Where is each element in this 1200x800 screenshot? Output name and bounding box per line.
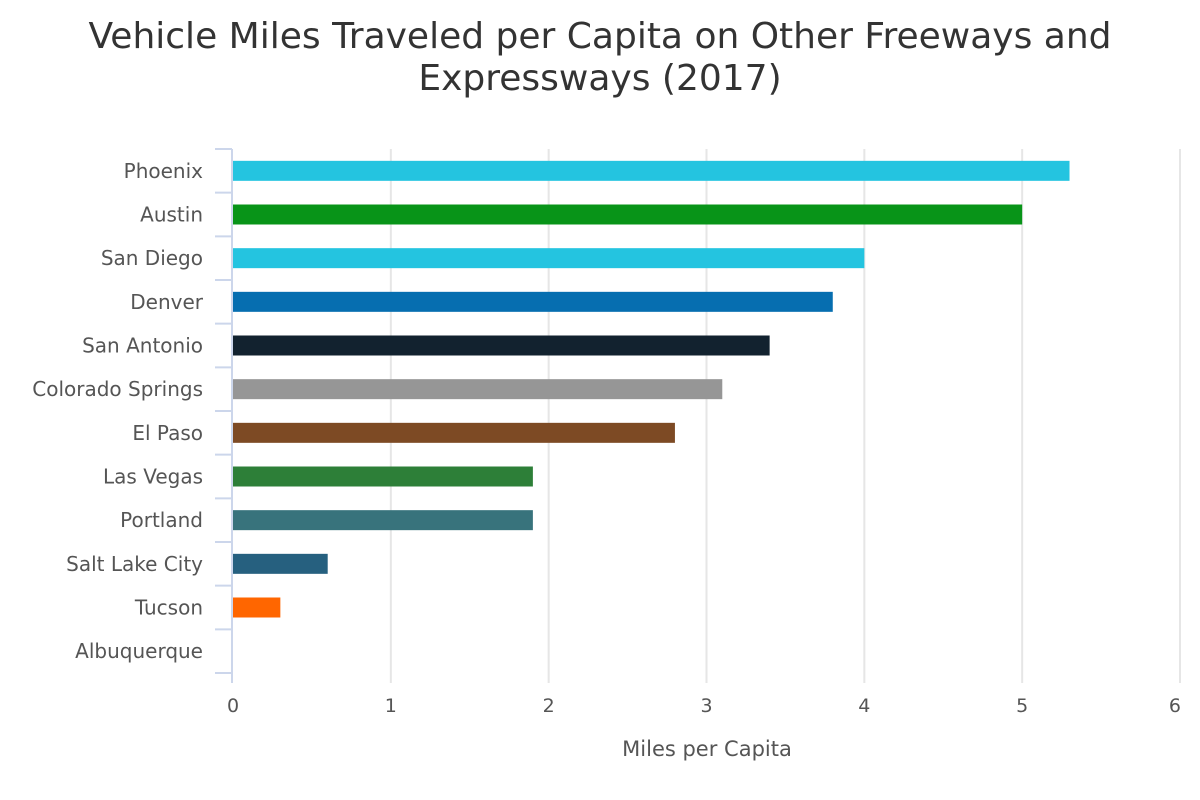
bar-san-antonio[interactable] bbox=[233, 335, 770, 356]
chart-title: Vehicle Miles Traveled per Capita on Oth… bbox=[88, 16, 1111, 99]
category-labels: Phoenix Austin San Diego Denver San Antonio C… bbox=[32, 159, 204, 663]
bar-colorado-springs[interactable] bbox=[233, 379, 723, 400]
bar-portland[interactable] bbox=[233, 510, 533, 531]
bar-san-diego[interactable] bbox=[233, 248, 865, 269]
category-label: Salt Lake City bbox=[66, 552, 203, 576]
x-tick-label: 5 bbox=[1016, 695, 1028, 717]
category-label: San Diego bbox=[101, 246, 203, 270]
bar-el-paso[interactable] bbox=[233, 422, 675, 443]
bar-las-vegas[interactable] bbox=[233, 466, 533, 487]
x-tick-label: 4 bbox=[858, 695, 870, 717]
x-tick-label: 3 bbox=[700, 695, 712, 717]
bar-phoenix[interactable] bbox=[233, 160, 1070, 181]
chart-title-line-2: Expressways (2017) bbox=[418, 58, 781, 99]
bar-salt-lake-city[interactable] bbox=[233, 553, 328, 574]
x-tick-label: 0 bbox=[227, 695, 239, 717]
category-label: Las Vegas bbox=[103, 465, 203, 489]
x-axis-title: Miles per Capita bbox=[622, 737, 792, 761]
category-label: Austin bbox=[140, 203, 203, 227]
category-label: Phoenix bbox=[124, 159, 204, 183]
bar-tucson[interactable] bbox=[233, 597, 281, 618]
bars bbox=[233, 160, 1070, 618]
grid-lines bbox=[389, 149, 1181, 683]
x-tick-label: 2 bbox=[543, 695, 555, 717]
category-label: Colorado Springs bbox=[32, 377, 203, 401]
x-tick-label: 1 bbox=[385, 695, 397, 717]
category-label: San Antonio bbox=[82, 334, 203, 358]
category-label: Albuquerque bbox=[75, 639, 203, 663]
category-label: Portland bbox=[120, 508, 203, 532]
chart-title-line-1: Vehicle Miles Traveled per Capita on Oth… bbox=[88, 16, 1111, 57]
bar-austin[interactable] bbox=[233, 204, 1023, 225]
category-label: El Paso bbox=[132, 421, 203, 445]
category-axis bbox=[215, 148, 233, 683]
x-tick-label: 6 bbox=[1169, 695, 1181, 717]
bar-denver[interactable] bbox=[233, 291, 833, 312]
category-label: Denver bbox=[130, 290, 204, 314]
value-axis-ticks: 0 1 2 3 4 5 6 bbox=[227, 695, 1181, 717]
category-label: Tucson bbox=[134, 596, 203, 620]
